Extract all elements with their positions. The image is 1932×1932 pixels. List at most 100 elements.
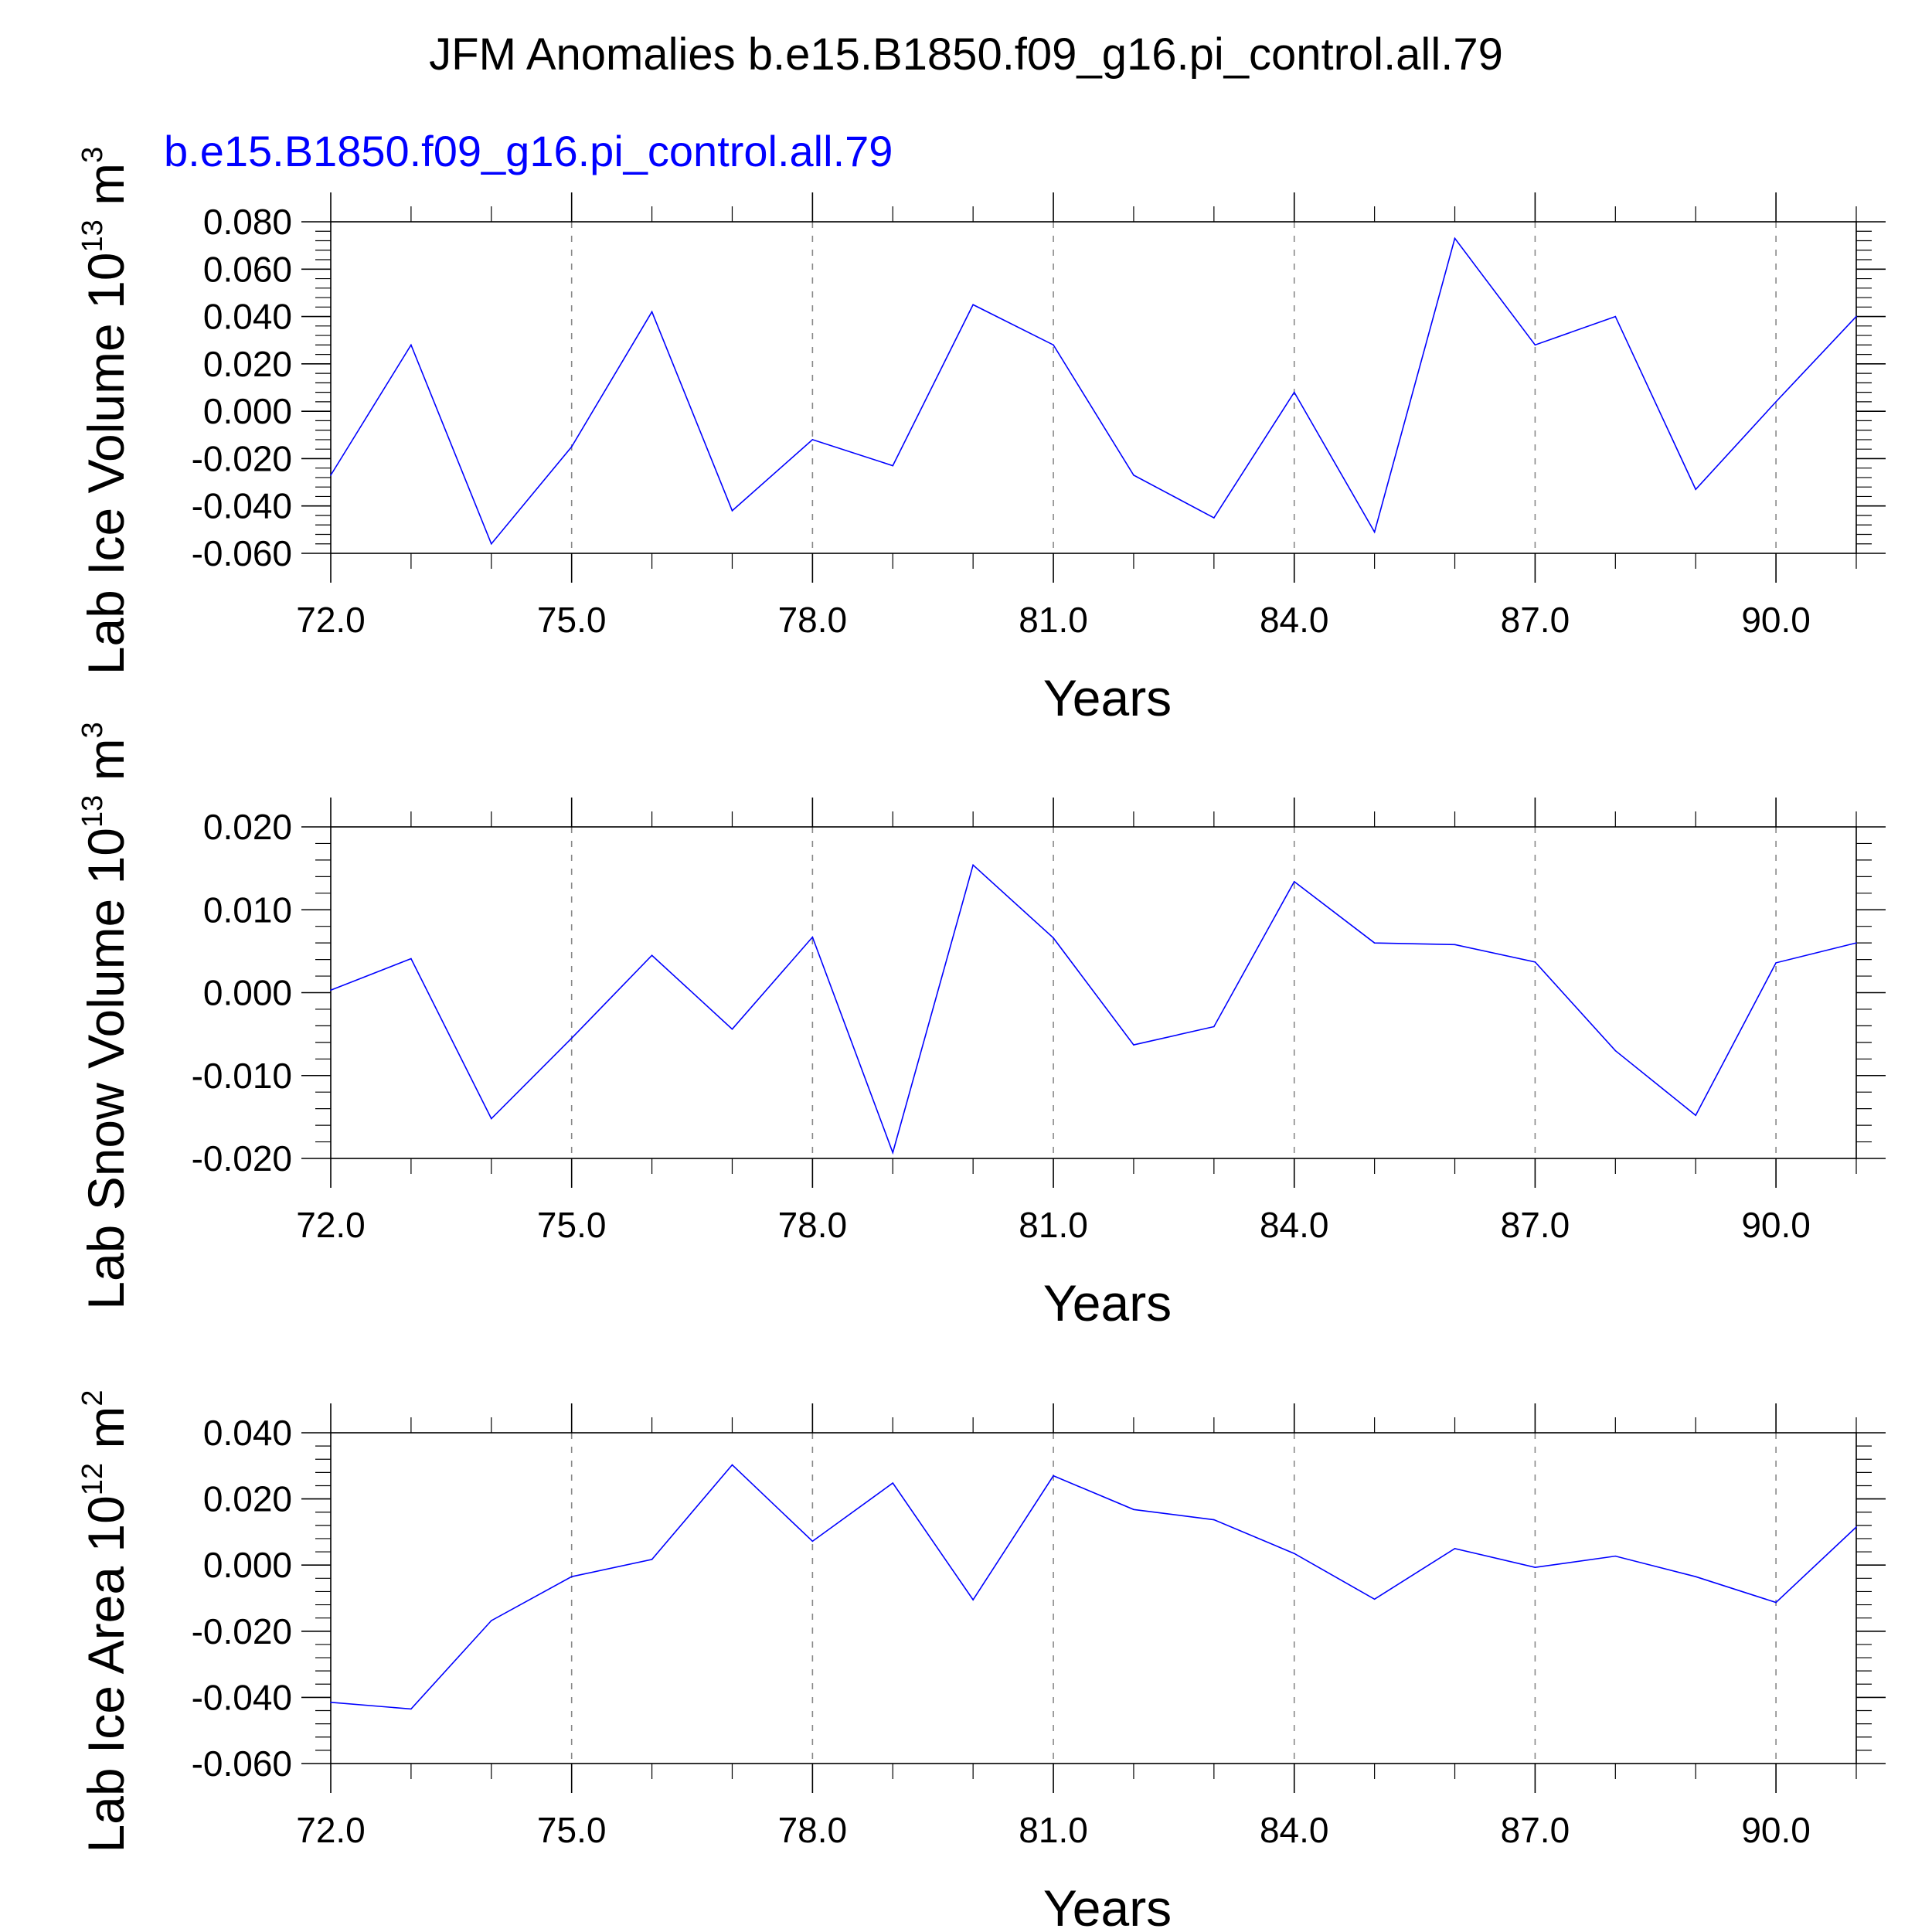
panel-1-x-tick-label-0: 72.0 xyxy=(296,600,366,640)
panel-3-series-0-point-8 xyxy=(972,1599,974,1600)
panel-3-x-tick-label-3: 81.0 xyxy=(1019,1810,1088,1850)
panel-1-y-axis-title-exponent: 13 xyxy=(77,219,109,252)
panel-2-series-0-point-17 xyxy=(1695,1114,1697,1117)
panel-2-series-0-point-14 xyxy=(1454,944,1456,946)
panel-2-x-axis-title: Years xyxy=(1043,1274,1172,1332)
panel-2-series-0-point-5 xyxy=(731,1028,733,1030)
panel-2-x-tick-label-5: 87.0 xyxy=(1501,1205,1570,1245)
panel-2-series-0-point-3 xyxy=(570,1037,573,1039)
panel-3-series-0-point-1 xyxy=(410,1708,412,1710)
panel-3-series-0-point-3 xyxy=(570,1576,573,1577)
panel-2-series-0-point-6 xyxy=(811,936,814,938)
panel-3-y-axis-title-unit: m xyxy=(77,1406,134,1463)
panel-2-series-0-point-12 xyxy=(1293,880,1295,883)
panel-1-y-tick-label-5: -0.020 xyxy=(192,438,292,478)
panel-1-series-0-point-19 xyxy=(1855,315,1857,318)
panel-3-series-0-point-12 xyxy=(1293,1553,1295,1555)
panel-2-y-tick-label-0: 0.020 xyxy=(203,807,292,847)
panel-2-y-axis-title-unit-exponent: 3 xyxy=(77,722,109,738)
panel-1-series-0-point-0 xyxy=(330,474,332,476)
subtitle: b.e15.B1850.f09_g16.pi_control.all.79 xyxy=(164,127,893,175)
panel-1-x-tick-label-3: 81.0 xyxy=(1019,600,1088,640)
panel-3-series-0-point-0 xyxy=(330,1702,332,1703)
panel-3-series-0-point-19 xyxy=(1855,1526,1857,1528)
panel-2-series-0-point-8 xyxy=(972,864,974,866)
panel-3-x-tick-label-4: 84.0 xyxy=(1260,1810,1329,1850)
panel-3-series-0-point-15 xyxy=(1534,1566,1536,1568)
panel-1-y-axis-title-unit: m xyxy=(77,163,134,219)
panel-3-series-0-point-17 xyxy=(1695,1576,1697,1577)
panel-1-y-tick-label-7: -0.060 xyxy=(192,533,292,573)
chart-panel-1: 0.080 0.060 0.040 0.020 0.000 -0.020 -0.040 -0.… xyxy=(77,147,1886,726)
panel-2-series-0-point-1 xyxy=(410,957,412,960)
panel-3-plot-frame xyxy=(330,1432,1857,1764)
panel-1-series-0-point-10 xyxy=(1133,474,1134,476)
panel-2-series-0-point-0 xyxy=(330,989,332,992)
panel-2-x-tick-label-0: 72.0 xyxy=(296,1205,366,1245)
panel-2-series-line-0 xyxy=(330,863,1857,1155)
panel-1-y-tick-label-3: 0.020 xyxy=(203,344,292,384)
panel-3-x-tick-label-0: 72.0 xyxy=(296,1810,366,1850)
panel-1-series-0-point-14 xyxy=(1454,237,1456,240)
panel-3-series-0-point-9 xyxy=(1053,1475,1054,1477)
panel-1-series-0-point-11 xyxy=(1213,517,1215,519)
panel-3-series-0-point-5 xyxy=(731,1464,733,1466)
panel-1-y-tick-label-2: 0.040 xyxy=(203,297,292,337)
panel-1-series-0-point-1 xyxy=(410,344,412,346)
panel-1-series-line-0 xyxy=(330,236,1857,546)
panel-3-series-0-point-2 xyxy=(490,1620,492,1621)
panel-1-series-0-point-6 xyxy=(811,439,814,440)
panel-1-series-0-point-5 xyxy=(731,510,733,512)
panel-1-series-0-point-3 xyxy=(570,446,573,447)
panel-3-y-axis-title-unit-exponent: 2 xyxy=(77,1389,109,1406)
panel-2-x-tick-label-1: 75.0 xyxy=(537,1205,607,1245)
panel-2-series-0-point-4 xyxy=(651,954,653,957)
panel-3-x-tick-label-2: 78.0 xyxy=(778,1810,848,1850)
panel-1-y-tick-label-6: -0.040 xyxy=(192,486,292,526)
panel-3-y-axis-title-exponent: 12 xyxy=(77,1463,109,1495)
panel-2-series-0-point-11 xyxy=(1213,1026,1215,1028)
panel-1-series-0-point-8 xyxy=(972,304,974,306)
panel-2-y-tick-label-3: -0.010 xyxy=(192,1056,292,1096)
panel-1-series-0-point-17 xyxy=(1695,488,1697,491)
panel-1-y-axis-title-text: Lab Ice Volume 10 xyxy=(77,253,134,675)
panel-3-x-tick-label-5: 87.0 xyxy=(1501,1810,1570,1850)
panel-2-y-tick-label-1: 0.010 xyxy=(203,889,292,930)
panel-1-series-0-point-13 xyxy=(1373,531,1376,533)
panel-1-series-0-point-2 xyxy=(490,543,492,545)
panel-3-x-axis-title: Years xyxy=(1043,1879,1172,1932)
panel-1-series-0-point-15 xyxy=(1534,344,1536,346)
panel-1-series-0-point-4 xyxy=(651,311,653,313)
panel-1-y-axis-title: Lab Ice Volume 1013 m3 xyxy=(77,147,134,675)
panel-3-series-line-0 xyxy=(330,1464,1857,1710)
panels: 0.080 0.060 0.040 0.020 0.000 -0.020 -0.040 -0.… xyxy=(77,147,1886,1932)
panel-3-series-0-point-7 xyxy=(892,1482,894,1484)
panel-1-x-tick-label-5: 87.0 xyxy=(1501,600,1570,640)
panel-1-x-tick-label-2: 78.0 xyxy=(778,600,848,640)
panel-2-x-tick-label-2: 78.0 xyxy=(778,1205,848,1245)
panel-1-series-0-point-9 xyxy=(1053,344,1054,346)
panel-2-x-tick-label-4: 84.0 xyxy=(1260,1205,1329,1245)
panel-2-series-0-point-19 xyxy=(1855,942,1857,944)
panel-1-series-0-point-12 xyxy=(1293,391,1295,393)
panel-1-x-axis-title: Years xyxy=(1043,669,1172,726)
panel-2-series-0-point-2 xyxy=(490,1117,492,1120)
panel-3-series-0-point-14 xyxy=(1454,1548,1456,1549)
panel-1-plot-frame xyxy=(330,221,1857,554)
panel-3-y-tick-label-0: 0.040 xyxy=(203,1413,292,1453)
panel-3-y-tick-label-1: 0.020 xyxy=(203,1479,292,1519)
panel-2-y-axis-title-unit: m xyxy=(77,738,134,794)
panel-2-y-axis-title: Lab Snow Volume 1013 m3 xyxy=(77,722,134,1310)
panel-3-y-axis-title: Lab Ice Area 1012 m2 xyxy=(77,1389,134,1852)
panel-2-y-axis-title-exponent: 13 xyxy=(77,795,109,828)
panel-3-x-tick-label-6: 90.0 xyxy=(1741,1810,1811,1850)
panel-2-series-0-point-9 xyxy=(1053,937,1054,939)
panel-1-y-tick-label-4: 0.000 xyxy=(203,391,292,431)
panel-3-y-tick-label-3: -0.020 xyxy=(192,1611,292,1651)
panel-3-series-0-point-6 xyxy=(811,1540,814,1543)
panel-2-series-0-point-16 xyxy=(1614,1049,1617,1052)
panel-1-series-0-point-7 xyxy=(892,464,894,467)
